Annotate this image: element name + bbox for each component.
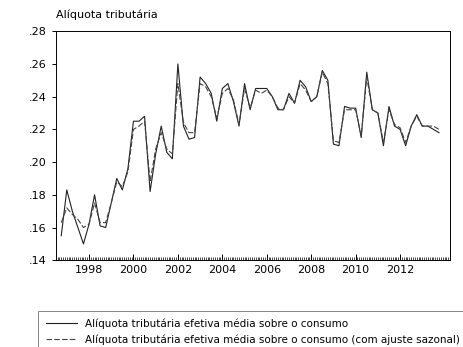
Alíquota tributária efetiva média sobre o consumo (com ajuste sazonal) <box>136 124 142 128</box>
Alíquota tributária efetiva média sobre o consumo (com ajuste sazonal) <box>435 127 441 132</box>
Alíquota tributária efetiva média sobre o consumo <box>286 91 291 95</box>
Alíquota tributária efetiva média sobre o consumo <box>357 135 363 139</box>
Alíquota tributária efetiva média sobre o consumo <box>175 62 180 66</box>
Alíquota tributária efetiva média sobre o consumo (com ajuste sazonal) <box>319 70 325 74</box>
Legend: Alíquota tributária efetiva média sobre o consumo, Alíquota tributária efetiva m: Alíquota tributária efetiva média sobre … <box>38 311 463 347</box>
Alíquota tributária efetiva média sobre o consumo (com ajuste sazonal) <box>280 108 286 112</box>
Alíquota tributária efetiva média sobre o consumo (com ajuste sazonal) <box>58 221 64 225</box>
Alíquota tributária efetiva média sobre o consumo <box>81 242 86 246</box>
Alíquota tributária efetiva média sobre o consumo (com ajuste sazonal) <box>430 124 435 128</box>
Alíquota tributária efetiva média sobre o consumo <box>58 234 64 238</box>
Line: Alíquota tributária efetiva média sobre o consumo: Alíquota tributária efetiva média sobre … <box>61 64 438 244</box>
Line: Alíquota tributária efetiva média sobre o consumo (com ajuste sazonal): Alíquota tributária efetiva média sobre … <box>61 72 438 228</box>
Alíquota tributária efetiva média sobre o consumo (com ajuste sazonal) <box>125 170 131 174</box>
Alíquota tributária efetiva média sobre o consumo <box>125 167 131 171</box>
Text: Alíquota tributária: Alíquota tributária <box>56 10 157 20</box>
Alíquota tributária efetiva média sobre o consumo <box>430 127 435 132</box>
Alíquota tributária efetiva média sobre o consumo (com ajuste sazonal) <box>357 134 363 138</box>
Alíquota tributária efetiva média sobre o consumo <box>136 119 142 123</box>
Alíquota tributária efetiva média sobre o consumo <box>435 130 441 135</box>
Alíquota tributária efetiva média sobre o consumo (com ajuste sazonal) <box>81 226 86 230</box>
Alíquota tributária efetiva média sobre o consumo (com ajuste sazonal) <box>92 201 97 205</box>
Alíquota tributária efetiva média sobre o consumo <box>92 193 97 197</box>
